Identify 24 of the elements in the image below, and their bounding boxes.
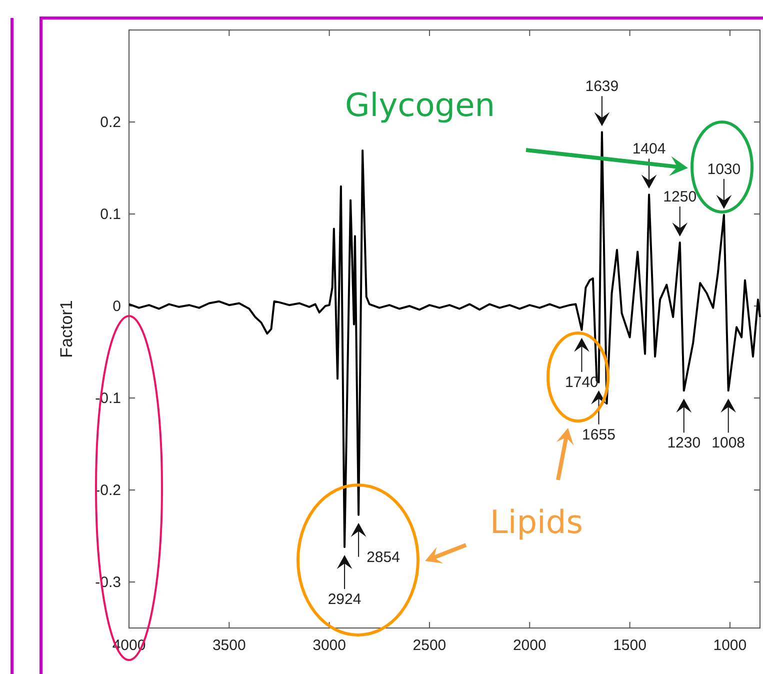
y-tick-label: 0.1: [100, 206, 121, 223]
annotation: 2924: [328, 591, 362, 608]
annotation: 1740: [565, 374, 598, 391]
annotation: Glycogen: [345, 86, 496, 124]
y-tick-label: 0: [112, 298, 121, 315]
annotation: Lipids: [490, 503, 583, 541]
annotation: 1639: [585, 78, 619, 96]
annotation: 1030: [707, 160, 741, 178]
x-tick-label: 3000: [312, 637, 346, 654]
y-tick-label: -0.2: [95, 482, 121, 499]
annotation: 1008: [712, 434, 746, 452]
y-tick-label: 0.2: [100, 114, 121, 131]
annotation: 1404: [632, 140, 666, 158]
annotation: 1250: [663, 188, 697, 206]
annotation: 1230: [667, 434, 701, 452]
x-tick-label: 2500: [412, 637, 446, 654]
x-tick-label: 1000: [713, 637, 747, 654]
y-axis-title: Factor1: [57, 300, 76, 358]
line-series: [128, 131, 761, 548]
annotation: 2854: [366, 548, 400, 566]
x-tick-label: 3500: [212, 637, 246, 654]
annotation: 1655: [582, 426, 616, 444]
x-tick-label: 1500: [613, 637, 646, 654]
x-tick-label: 2000: [512, 637, 546, 654]
